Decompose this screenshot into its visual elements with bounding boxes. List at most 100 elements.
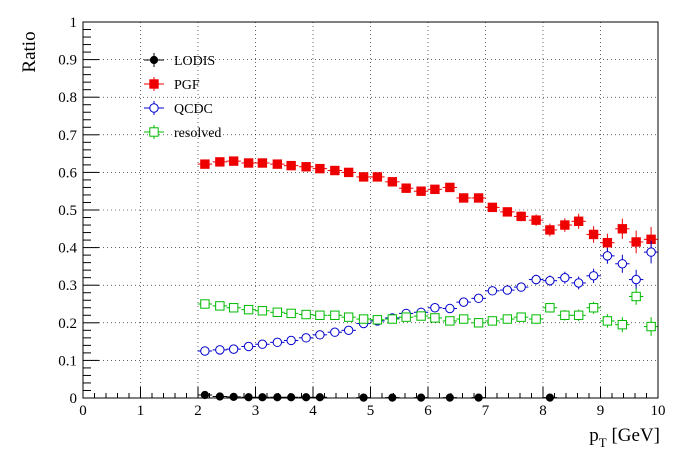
data-point	[473, 193, 484, 203]
data-point	[243, 304, 254, 315]
x-tick-label: 6	[424, 403, 432, 419]
y-tick-label: 0.4	[58, 241, 77, 257]
data-point	[602, 238, 613, 248]
legend-label: QCDC	[174, 102, 213, 117]
legend-entry: LODIS	[144, 53, 215, 69]
data-point	[473, 318, 484, 328]
data-point	[487, 286, 498, 296]
y-tick-label: 0.7	[58, 128, 77, 144]
data-point	[545, 303, 555, 313]
data-point	[372, 172, 383, 182]
series-pgf	[197, 156, 659, 254]
data-point	[228, 156, 239, 166]
data-point	[315, 163, 325, 174]
data-point	[573, 216, 584, 226]
data-point	[560, 220, 570, 230]
data-point	[200, 390, 209, 400]
data-point	[243, 341, 254, 352]
legend-marker	[149, 103, 159, 113]
data-point	[545, 275, 555, 286]
data-point	[631, 291, 641, 302]
legend-marker	[149, 127, 159, 137]
data-point	[516, 282, 526, 292]
data-point	[243, 158, 254, 168]
data-point	[358, 172, 369, 182]
data-point	[560, 272, 570, 283]
data-point	[215, 345, 225, 355]
y-tick-label: 0	[70, 391, 78, 407]
x-tick-label: 4	[309, 403, 317, 419]
data-point	[272, 159, 283, 169]
data-point	[631, 274, 641, 285]
data-point	[343, 312, 354, 322]
data-point	[257, 339, 268, 349]
x-axis-title-unit: [GeV]	[607, 425, 660, 446]
data-series	[197, 156, 659, 402]
data-point	[257, 306, 268, 316]
data-point	[573, 278, 584, 288]
data-point	[343, 325, 354, 336]
data-point	[200, 159, 210, 169]
data-point	[272, 337, 283, 348]
data-point	[531, 274, 541, 285]
data-point	[617, 259, 628, 269]
data-point	[315, 330, 325, 340]
legend-label: resolved	[174, 126, 221, 141]
data-point	[430, 184, 440, 195]
legend-marker	[149, 55, 159, 65]
legend-entry: PGF	[144, 77, 200, 93]
data-point	[416, 186, 426, 196]
data-point	[258, 393, 267, 402]
data-point	[200, 346, 210, 356]
data-point	[560, 310, 570, 320]
y-axis-title: Ratio	[19, 31, 40, 72]
data-point	[387, 314, 398, 324]
data-point	[228, 344, 239, 354]
x-tick-label: 1	[137, 403, 145, 419]
legend: LODIS PGF QCDC resolved	[144, 53, 221, 141]
x-tick-label: 8	[539, 403, 547, 419]
data-point	[430, 313, 440, 323]
y-tick-label: 0.6	[58, 165, 77, 181]
data-point	[588, 229, 599, 240]
data-point	[358, 314, 369, 324]
x-tick-label: 3	[252, 403, 260, 419]
series-resolved	[197, 288, 659, 336]
data-point	[588, 303, 599, 313]
x-tick-label: 5	[367, 403, 375, 419]
data-point	[545, 225, 555, 235]
data-point	[445, 182, 455, 193]
data-point	[301, 333, 311, 343]
data-point	[228, 303, 239, 313]
data-point	[315, 310, 325, 320]
data-point	[502, 207, 513, 217]
x-axis-title-subscript: T	[599, 435, 607, 450]
data-point	[646, 321, 656, 332]
data-point	[301, 162, 311, 172]
data-point	[302, 393, 311, 402]
data-point	[257, 158, 268, 168]
y-tick-label: 0.8	[58, 90, 77, 106]
data-point	[516, 211, 526, 222]
data-point	[487, 202, 498, 213]
data-point	[401, 312, 411, 322]
data-point	[458, 297, 469, 307]
data-point	[531, 314, 541, 324]
data-point	[588, 271, 599, 281]
data-point	[458, 193, 469, 203]
legend-label: LODIS	[174, 54, 215, 69]
data-point	[531, 215, 541, 225]
data-point	[273, 393, 282, 402]
data-point	[330, 165, 340, 176]
data-point	[602, 316, 613, 326]
data-point	[286, 335, 296, 346]
data-point	[473, 293, 484, 304]
data-point	[215, 392, 224, 401]
data-point	[330, 310, 340, 320]
x-tick-label: 7	[482, 403, 490, 419]
y-tick-label: 0.2	[58, 316, 77, 332]
data-point	[602, 251, 613, 261]
data-point	[215, 157, 225, 167]
data-point	[200, 299, 210, 309]
